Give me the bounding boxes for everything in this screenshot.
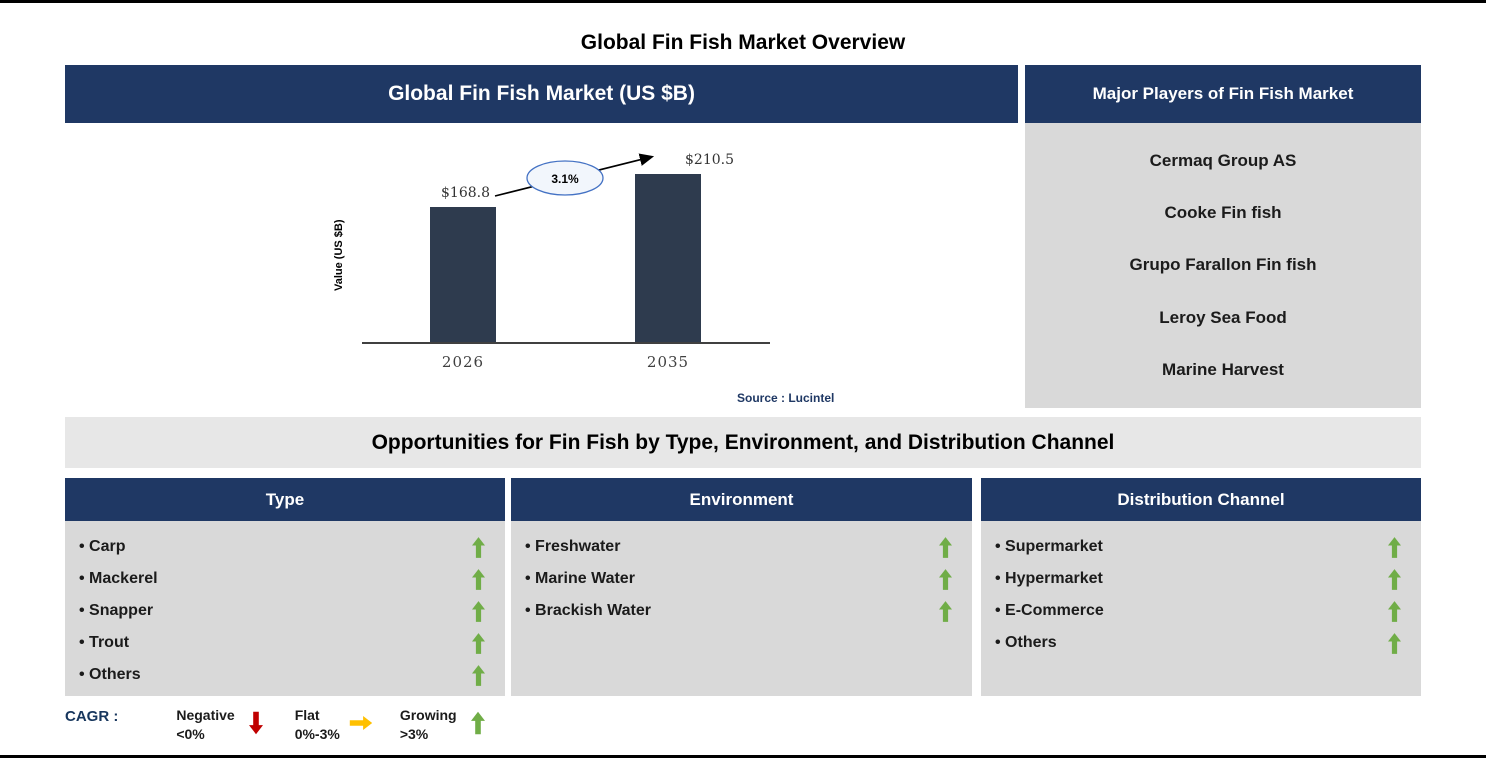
legend-entry-range: <0% <box>176 726 205 742</box>
list-item: Others <box>79 659 485 691</box>
bar-2035 <box>635 174 701 342</box>
source-note: Source : Lucintel <box>737 391 835 405</box>
growing-up-arrow-icon <box>472 568 485 590</box>
column-distribution: Distribution Channel Supermarket Hyperma… <box>981 478 1421 696</box>
bar-chart: Value (US $B) $168.8 $210.5 2026 2035 3.… <box>65 123 1018 408</box>
market-chart-header: Global Fin Fish Market (US $B) <box>65 65 1018 123</box>
bar-value-2035: $210.5 <box>685 152 734 168</box>
legend-entry-growing: Growing >3% <box>400 706 485 744</box>
negative-down-arrow-icon <box>248 710 263 736</box>
legend-entry-negative: Negative <0% <box>176 706 263 744</box>
legend-entry-label: Flat <box>294 707 320 723</box>
column-type-body: Carp Mackerel Snapper Trout Others <box>65 521 505 696</box>
page-title: Global Fin Fish Market Overview <box>580 31 906 54</box>
growing-up-arrow-icon <box>1388 600 1401 622</box>
list-item: Trout <box>79 627 485 659</box>
column-distribution-header: Distribution Channel <box>981 478 1421 521</box>
growing-up-arrow-icon <box>472 600 485 622</box>
flat-right-arrow-icon <box>348 716 374 730</box>
growing-up-arrow-icon <box>470 710 485 736</box>
list-item: E-Commerce <box>995 595 1401 627</box>
x-tick-2035: 2035 <box>646 353 690 371</box>
growing-up-arrow-icon <box>1388 632 1401 654</box>
column-environment-header: Environment <box>511 478 972 521</box>
legend-entry-range: >3% <box>399 726 429 742</box>
column-distribution-body: Supermarket Hypermarket E-Commerce Other… <box>981 521 1421 696</box>
list-item: Brackish Water <box>525 595 952 627</box>
list-item: Carp <box>79 531 485 563</box>
legend-entry-text: Flat 0%-3% <box>295 706 340 744</box>
cagr-legend: CAGR : Negative <0% Flat 0%-3% Growing >… <box>65 706 517 744</box>
column-type: Type Carp Mackerel Snapper Trout Others <box>65 478 505 696</box>
player-item: Leroy Sea Food <box>1159 307 1287 327</box>
item-label: Trout <box>79 634 129 652</box>
players-list: Cermaq Group AS Cooke Fin fish Grupo Far… <box>1025 123 1421 408</box>
growing-up-arrow-icon <box>939 536 952 558</box>
list-item: Others <box>995 627 1401 659</box>
item-label: Mackerel <box>79 570 158 588</box>
column-type-header: Type <box>65 478 505 521</box>
legend-entry-text: Growing >3% <box>400 706 457 744</box>
market-chart-panel: Global Fin Fish Market (US $B) Value (US… <box>65 65 1018 408</box>
column-environment-body: Freshwater Marine Water Brackish Water <box>511 521 972 696</box>
opportunities-title: Opportunities for Fin Fish by Type, Envi… <box>65 417 1421 468</box>
item-label: Hypermarket <box>995 570 1103 588</box>
growing-up-arrow-icon <box>472 664 485 686</box>
legend-entry-label: Growing <box>399 707 457 723</box>
y-axis-label: Value (US $B) <box>333 219 345 292</box>
player-item: Marine Harvest <box>1162 359 1284 379</box>
list-item: Snapper <box>79 595 485 627</box>
list-item: Marine Water <box>525 563 952 595</box>
legend-entry-label: Negative <box>176 707 235 723</box>
item-label: Others <box>79 666 141 684</box>
legend-entry-range: 0%-3% <box>294 726 340 742</box>
list-item: Mackerel <box>79 563 485 595</box>
item-label: Freshwater <box>525 538 620 556</box>
x-tick-2026: 2026 <box>441 353 485 371</box>
column-environment: Environment Freshwater Marine Water Brac… <box>511 478 972 696</box>
cagr-value: 3.1% <box>551 172 579 186</box>
legend-entry-text: Negative <0% <box>176 706 234 744</box>
legend-title: CAGR : <box>65 708 119 725</box>
item-label: Supermarket <box>995 538 1103 556</box>
growth-arrow-line <box>494 153 655 197</box>
list-item: Hypermarket <box>995 563 1401 595</box>
major-players-header: Major Players of Fin Fish Market <box>1025 65 1421 123</box>
item-label: Snapper <box>79 602 153 620</box>
bar-2026 <box>430 207 496 342</box>
growing-up-arrow-icon <box>1388 536 1401 558</box>
growing-up-arrow-icon <box>939 568 952 590</box>
legend-entry-flat: Flat 0%-3% <box>295 706 373 744</box>
item-label: E-Commerce <box>995 602 1104 620</box>
cagr-annotation: 3.1% <box>494 153 655 197</box>
player-item: Cermaq Group AS <box>1149 151 1297 171</box>
growing-up-arrow-icon <box>1388 568 1401 590</box>
bar-value-2026: $168.8 <box>441 185 490 201</box>
x-axis-line <box>362 342 770 344</box>
growing-up-arrow-icon <box>472 632 485 654</box>
item-label: Others <box>995 634 1057 652</box>
item-label: Marine Water <box>525 570 635 588</box>
item-label: Brackish Water <box>525 602 651 620</box>
player-item: Cooke Fin fish <box>1164 203 1282 223</box>
list-item: Supermarket <box>995 531 1401 563</box>
growing-up-arrow-icon <box>472 536 485 558</box>
major-players-panel: Major Players of Fin Fish Market Cermaq … <box>1025 65 1421 408</box>
list-item: Freshwater <box>525 531 952 563</box>
player-item: Grupo Farallon Fin fish <box>1129 255 1317 275</box>
item-label: Carp <box>79 538 125 556</box>
cagr-ellipse <box>526 160 604 196</box>
growing-up-arrow-icon <box>939 600 952 622</box>
